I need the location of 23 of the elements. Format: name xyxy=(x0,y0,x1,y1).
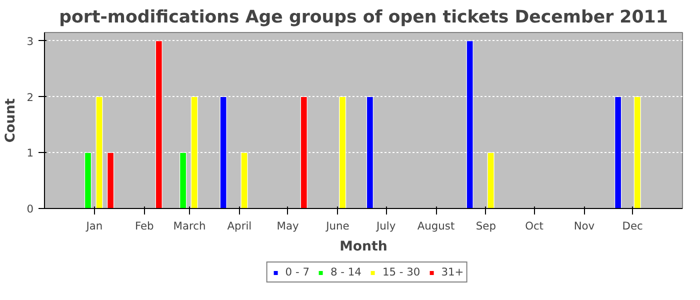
legend-label: 31+ xyxy=(441,266,464,278)
x-tick-label: June xyxy=(325,220,350,232)
x-tick-label: Sep xyxy=(476,220,496,232)
x-tick-label: August xyxy=(417,220,455,232)
chart-title: port-modifications Age groups of open tickets December 2011 xyxy=(59,8,668,28)
x-axis-title: Month xyxy=(340,240,388,254)
y-tick-label: 1 xyxy=(26,146,34,160)
x-tick-label: Dec xyxy=(622,220,644,232)
legend-label: 8 - 14 xyxy=(330,266,362,278)
legend-label: 15 - 30 xyxy=(382,266,420,278)
x-tick-label: Jan xyxy=(85,220,103,232)
x-tick-label: Nov xyxy=(574,220,595,232)
x-tick-label: April xyxy=(227,220,252,232)
legend-label: 0 - 7 xyxy=(285,266,310,278)
x-tick-label: Feb xyxy=(134,220,154,232)
x-tick-label: March xyxy=(173,220,206,232)
y-tick-label: 0 xyxy=(26,202,34,216)
x-tick-label: Oct xyxy=(525,220,544,232)
y-tick-label: 2 xyxy=(26,90,34,104)
y-axis-title: Count xyxy=(4,98,19,143)
x-tick-label: July xyxy=(375,220,396,232)
x-tick-label: May xyxy=(276,220,299,232)
y-tick-label: 3 xyxy=(26,34,34,48)
